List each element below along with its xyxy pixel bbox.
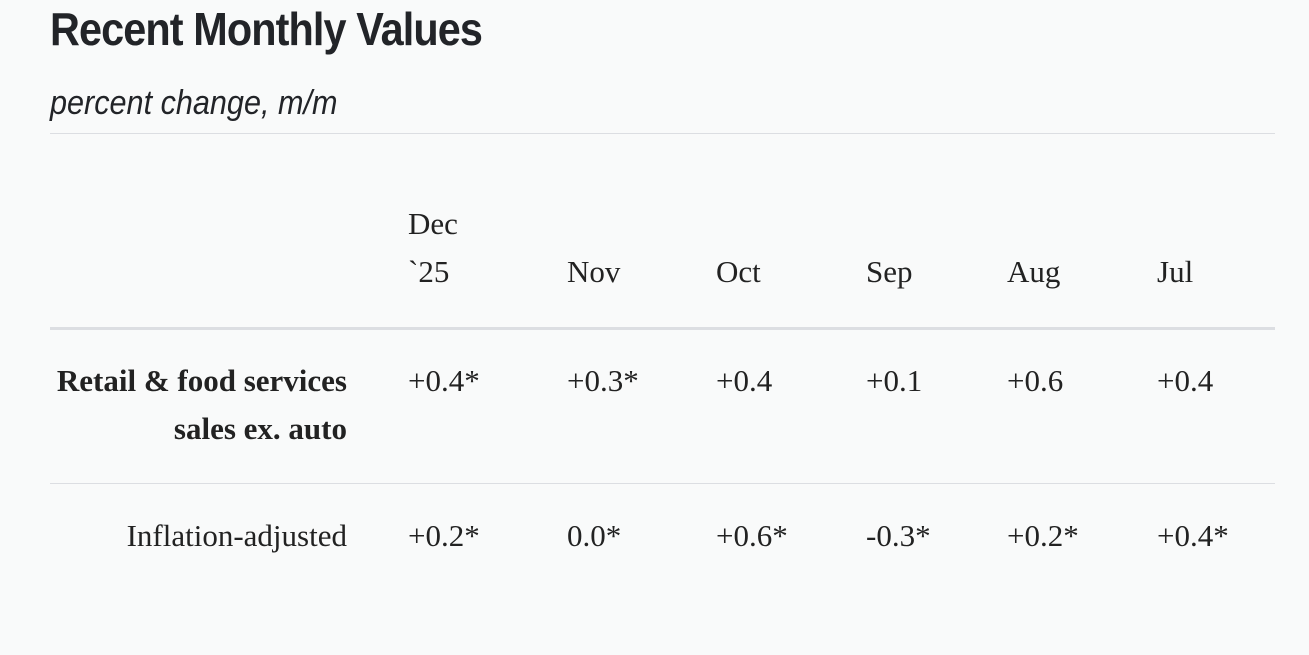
corner-cell (50, 133, 408, 330)
table-cell: +0.4 (716, 328, 866, 484)
row-label: Retail & food services sales ex. auto (50, 328, 408, 484)
column-header-text: Dec `25 (408, 206, 458, 289)
column-header-text: Jul (1157, 254, 1194, 289)
column-header: Aug (1007, 133, 1157, 330)
table-cell: +0.2* (408, 518, 480, 553)
table-cell: 0.0* (567, 518, 622, 553)
column-header-text: Sep (866, 254, 913, 289)
table-cell: +0.3* (567, 328, 716, 484)
subtitle: percent change, m/m (50, 84, 338, 122)
column-header: Sep (866, 133, 1007, 330)
table-cell: +0.6* (716, 518, 788, 553)
column-header-text: Aug (1007, 254, 1061, 289)
header-row: Dec `25 Nov Oct Sep Aug Jul (50, 133, 1275, 330)
table-cell: +0.1 (866, 328, 1007, 484)
column-header-text: Oct (716, 254, 761, 289)
table-row: Retail & food services sales ex. auto +0.… (50, 328, 1275, 484)
table-cell: +0.2* (1007, 518, 1079, 553)
column-header: Jul (1157, 133, 1275, 330)
column-header: Nov (567, 133, 716, 330)
title: Recent Monthly Values (50, 3, 483, 55)
table-cell: +0.4* (1157, 518, 1229, 553)
column-header: Dec `25 (408, 133, 567, 330)
column-header: Oct (716, 133, 866, 330)
table-cell: +0.4 (1157, 328, 1275, 484)
row-label: Inflation-adjusted (126, 518, 347, 553)
table-row: Inflation-adjusted +0.2* 0.0* +0.6* -0.3* +0.… (50, 484, 1275, 591)
table-cell: +0.4* (408, 328, 567, 484)
table-cell: +0.6 (1007, 328, 1157, 484)
table-cell: -0.3* (866, 518, 931, 553)
table: Dec `25 Nov Oct Sep Aug Jul Retail & food ser… (50, 133, 1275, 590)
column-header-text: Nov (567, 254, 621, 289)
